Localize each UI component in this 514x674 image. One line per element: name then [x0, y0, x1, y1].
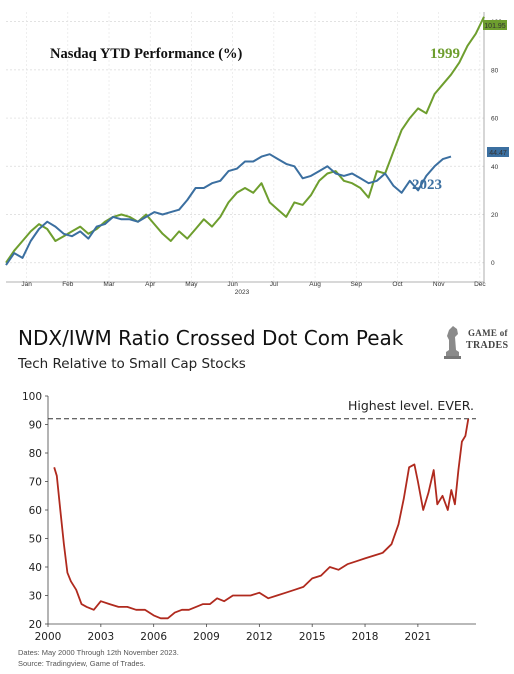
ndx-iwm-ratio-chart: 20 30 40 50 60 70 80 90 100 2000 2003 2006 2009 2012…	[22, 391, 476, 643]
series-label-2023: 2023	[412, 177, 442, 193]
series-label-1999: 1999	[430, 46, 460, 62]
ndx-iwm-panel: NDX/IWM Ratio Crossed Dot Com Peak Tech …	[0, 308, 514, 674]
highest-level-annotation: Highest level. EVER.	[348, 398, 474, 413]
bottom-chart-title: NDX/IWM Ratio Crossed Dot Com Peak	[18, 326, 404, 350]
y-tick-label: 50	[29, 534, 42, 546]
x-tick-label: Mar	[103, 281, 115, 288]
series-line-2023	[5, 153, 452, 266]
bottom-chart-subtitle: Tech Relative to Small Cap Stocks	[18, 356, 246, 372]
x-tick-label: Nov	[433, 281, 445, 288]
footnote-source: Source: Tradingview, Game of Trades.	[18, 659, 146, 668]
bottom-chart-y-ticks: 20 30 40 50 60 70 80 90 100	[22, 391, 48, 631]
top-chart-title: Nasdaq YTD Performance (%)	[50, 46, 243, 62]
logo-text-line2: TRADES	[466, 340, 509, 351]
end-label-2023: 44.47	[487, 147, 509, 157]
x-tick-label: 2018	[352, 631, 379, 643]
y-tick-label: 80	[491, 67, 499, 74]
series-line-ndx-iwm	[53, 418, 470, 620]
x-tick-label: May	[185, 281, 198, 288]
end-label-1999: 101.95	[483, 20, 507, 30]
svg-text:44.47: 44.47	[489, 150, 507, 157]
x-tick-label: 2000	[35, 631, 62, 643]
y-tick-label: 40	[491, 164, 499, 171]
x-tick-label: 2006	[140, 631, 167, 643]
y-tick-label: 90	[29, 420, 42, 432]
logo-text-line1: GAME of	[468, 328, 508, 338]
x-tick-label: 2015	[299, 631, 326, 643]
x-tick-label: Jun	[227, 281, 238, 288]
nasdaq-ytd-chart: 020406080100 JanFebMarAprMayJunJulAugSep…	[5, 12, 509, 296]
y-tick-label: 60	[491, 116, 499, 123]
x-tick-label: Apr	[145, 281, 156, 288]
x-tick-label: 2021	[405, 631, 432, 643]
footnote-dates: Dates: May 2000 Through 12th November 20…	[18, 648, 179, 657]
top-chart-gridlines	[6, 12, 485, 283]
x-tick-label: Aug	[309, 281, 321, 288]
top-chart-x-ticks: Jan Feb Mar Apr May Jun Jul Aug Sep Oct Nov Dec	[21, 281, 486, 288]
x-tick-label: Oct	[392, 281, 402, 288]
game-of-trades-logo-icon	[444, 326, 461, 359]
x-tick-label: Sep	[350, 281, 362, 288]
y-tick-label: 20	[29, 619, 42, 631]
bottom-chart-axes	[47, 396, 476, 625]
x-tick-label: 2012	[246, 631, 273, 643]
x-tick-label: Dec	[474, 281, 486, 288]
y-tick-label: 30	[29, 591, 42, 603]
svg-text:101.95: 101.95	[484, 23, 506, 30]
y-tick-label: 80	[29, 448, 42, 460]
y-tick-label: 100	[22, 391, 42, 403]
bottom-chart-x-ticks: 2000 2003 2006 2009 2012 2015 2018 2021	[35, 624, 432, 643]
x-tick-label: 2003	[87, 631, 114, 643]
x-tick-label: Jan	[21, 281, 32, 288]
x-axis-year-label: 2023	[235, 289, 250, 296]
bottom-chart-series	[53, 418, 470, 620]
top-chart-series	[5, 16, 485, 266]
x-tick-label: 2009	[193, 631, 220, 643]
y-tick-label: 40	[29, 562, 42, 574]
y-tick-label: 60	[29, 505, 42, 517]
y-tick-label: 0	[491, 260, 495, 267]
y-tick-label: 20	[491, 212, 499, 219]
top-chart-y-ticks: 020406080100	[491, 19, 502, 267]
series-line-1999	[5, 16, 485, 264]
x-tick-label: Jul	[270, 281, 279, 288]
x-tick-label: Feb	[62, 281, 74, 288]
y-tick-label: 70	[29, 477, 42, 489]
